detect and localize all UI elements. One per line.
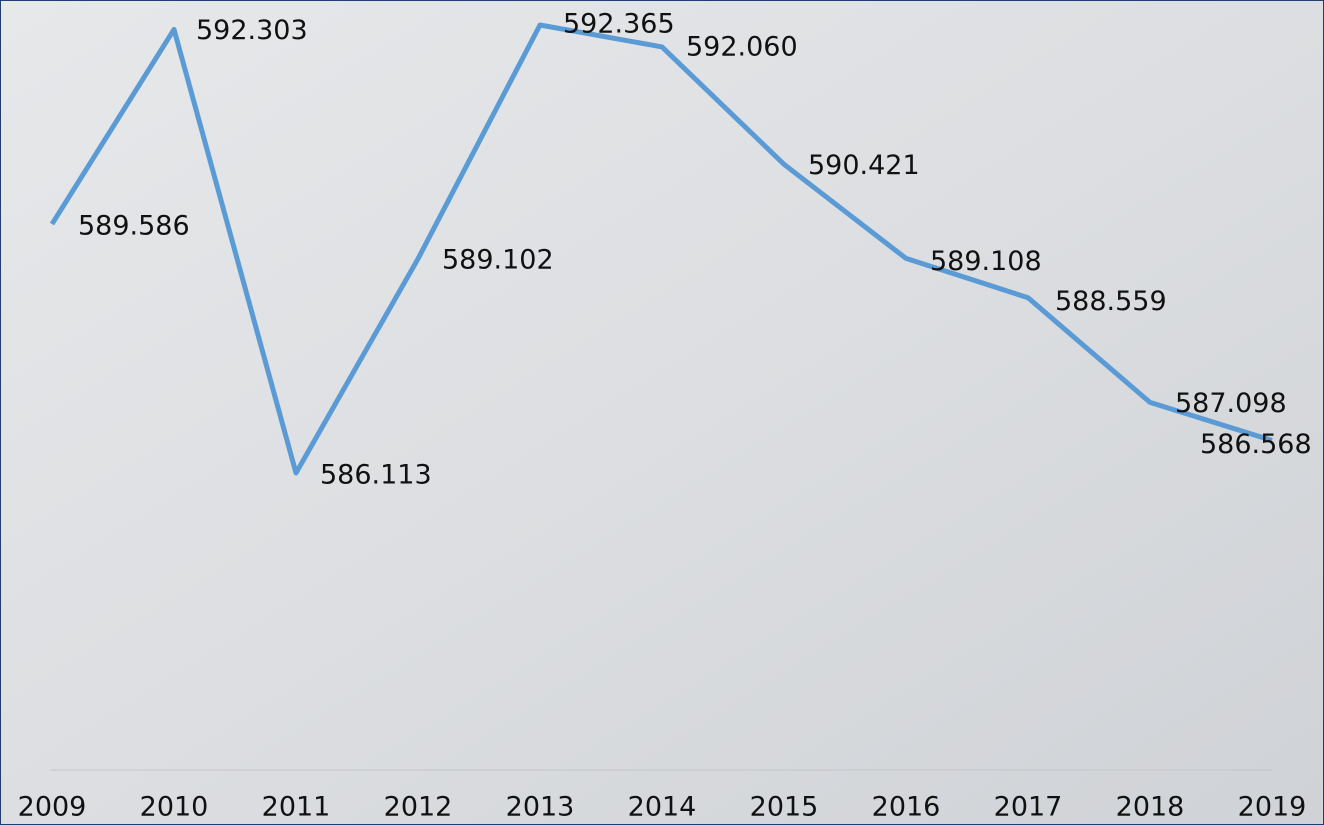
data-label: 589.586: [78, 211, 190, 242]
data-label: 592.365: [563, 9, 675, 40]
data-label: 592.060: [686, 31, 798, 62]
data-label: 592.303: [196, 15, 308, 46]
x-tick-label: 2016: [872, 792, 941, 823]
data-label: 589.102: [442, 244, 554, 275]
x-tick-label: 2017: [994, 792, 1063, 823]
data-label: 588.559: [1055, 286, 1167, 317]
x-tick-label: 2013: [506, 792, 575, 823]
chart: 2009 2010 2011 2012 2013 2014 2015 2016 2017 2018…: [0, 0, 1324, 825]
x-tick-label: 2011: [262, 792, 331, 823]
x-tick-label: 2019: [1238, 792, 1307, 823]
page: {"chart_data": {"type": "line", "categor…: [0, 0, 1324, 825]
x-tick-label: 2018: [1116, 792, 1185, 823]
x-tick-label: 2012: [384, 792, 453, 823]
data-label: 586.568: [1200, 429, 1312, 460]
data-label: 589.108: [930, 246, 1042, 277]
x-tick-label: 2014: [628, 792, 697, 823]
x-tick-label: 2009: [18, 792, 87, 823]
x-tick-label: 2015: [750, 792, 819, 823]
data-label: 586.113: [320, 460, 432, 491]
data-label: 587.098: [1175, 388, 1287, 419]
x-tick-label: 2010: [140, 792, 209, 823]
data-label: 590.421: [808, 150, 920, 181]
